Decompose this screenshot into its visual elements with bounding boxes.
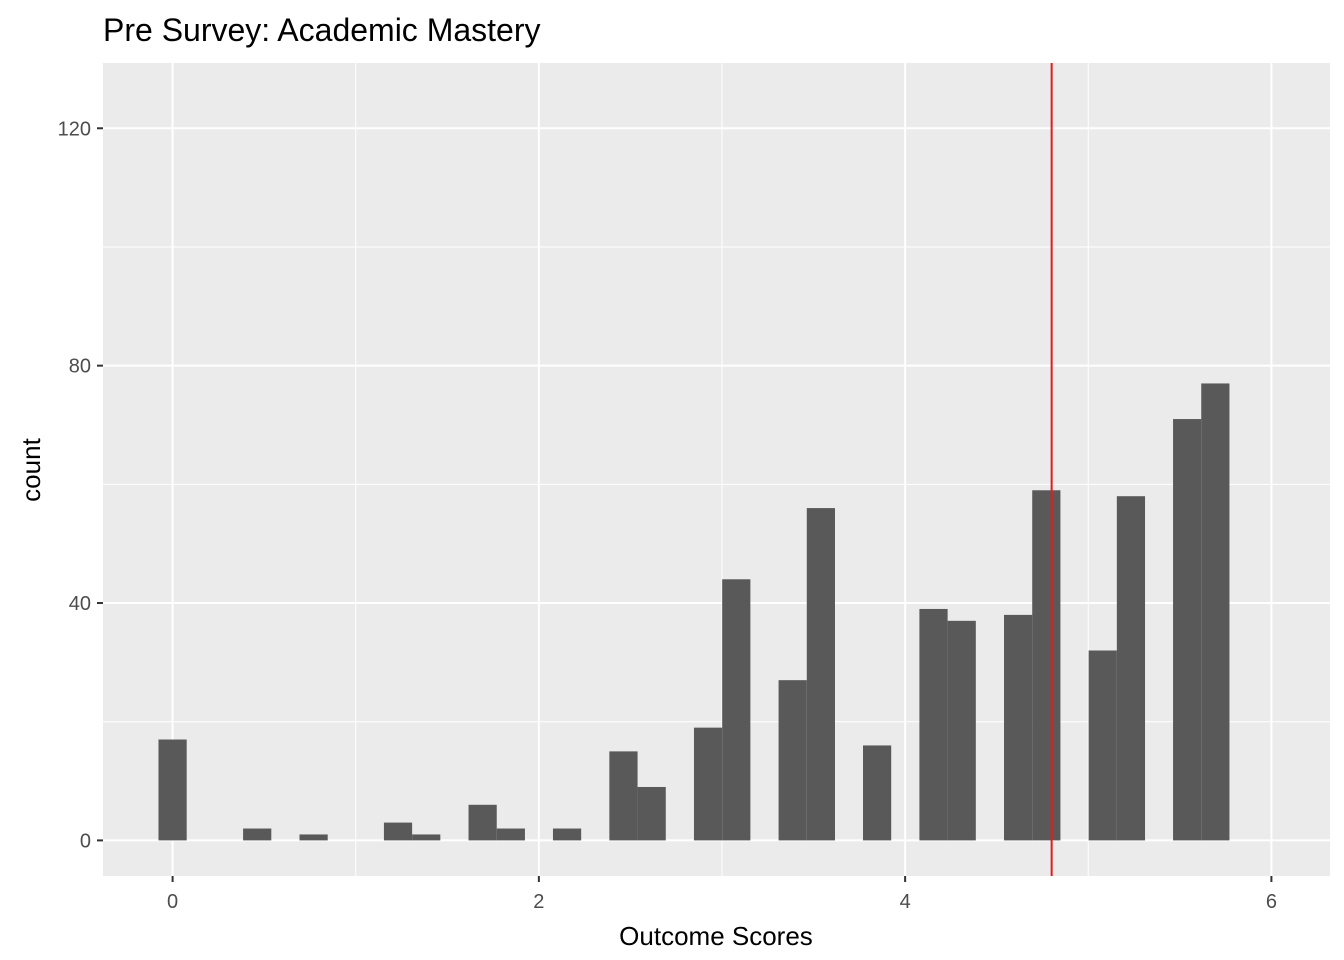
histogram-bar (1004, 614, 1033, 841)
x-tick-label: 6 (1266, 891, 1277, 913)
y-tick-label: 80 (69, 356, 91, 378)
x-axis-title: Outcome Scores (619, 921, 813, 951)
x-tick-label: 2 (533, 891, 544, 913)
histogram-bar (299, 834, 328, 841)
histogram-bar (806, 508, 835, 841)
histogram-bar (412, 834, 441, 841)
y-tick-label: 0 (80, 830, 91, 852)
histogram-bar (609, 751, 638, 841)
histogram-bar (1173, 419, 1202, 841)
histogram-bar (1201, 383, 1230, 841)
histogram-bar (383, 822, 413, 841)
histogram-bar (722, 579, 751, 841)
histogram-bar (637, 786, 666, 841)
histogram-bar (468, 804, 497, 841)
y-tick-label: 120 (58, 118, 91, 140)
histogram-bar (1032, 490, 1061, 841)
histogram-bar (1088, 650, 1117, 841)
histogram-bar (1116, 496, 1146, 841)
histogram-bar (158, 739, 187, 841)
histogram-bars (158, 383, 1230, 841)
histogram-bar (552, 828, 582, 841)
histogram-bar (243, 828, 272, 841)
x-axis-ticks: 0 2 4 6 (167, 876, 1277, 913)
histogram-bar (863, 745, 892, 841)
histogram-bar (778, 680, 807, 841)
histogram-bar (919, 608, 948, 841)
y-axis-title: count (16, 437, 46, 501)
histogram-bar (947, 620, 976, 841)
chart-title: Pre Survey: Academic Mastery (103, 12, 540, 48)
x-tick-label: 4 (900, 891, 911, 913)
y-axis-ticks: 0 40 80 120 (58, 118, 103, 852)
x-tick-label: 0 (167, 891, 178, 913)
histogram-bar (693, 727, 723, 841)
y-tick-label: 40 (69, 593, 91, 615)
histogram-bar (496, 828, 525, 841)
